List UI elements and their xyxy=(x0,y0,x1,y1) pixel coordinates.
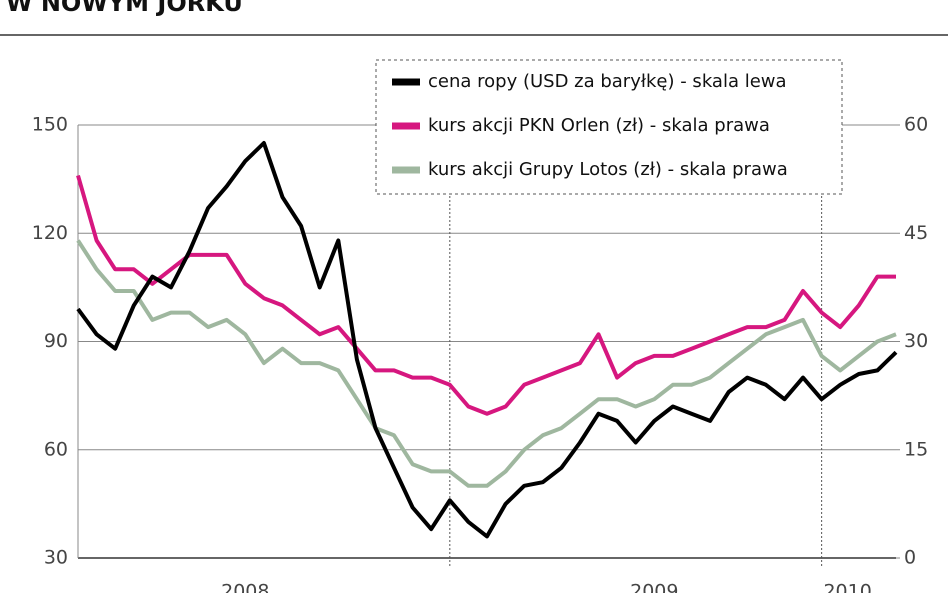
y-tick-label: 150 xyxy=(32,114,68,136)
y-tick-label: 120 xyxy=(32,222,68,244)
series-line xyxy=(76,174,896,416)
x-tick-label: 2009 xyxy=(630,581,678,593)
chart-title: W NOWYM JORKU xyxy=(6,0,243,17)
y2-tick-label: 60 xyxy=(904,114,928,136)
series-line xyxy=(76,239,897,488)
legend: cena ropy (USD za baryłkę) - skala lewa k… xyxy=(375,59,843,195)
y-tick-label: 90 xyxy=(44,330,68,352)
y2-tick-label: 30 xyxy=(904,330,928,352)
legend-label: kurs akcji PKN Orlen (zł) - skala prawa xyxy=(428,115,770,136)
y2-tick-label: 0 xyxy=(904,547,916,569)
y2-tick-label: 45 xyxy=(904,222,928,244)
legend-box xyxy=(375,59,843,195)
y-tick-label: 30 xyxy=(44,547,68,569)
x-tick-label: 2010 xyxy=(823,581,871,593)
x-tick-label: 2008 xyxy=(221,581,269,593)
legend-label: kurs akcji Grupy Lotos (zł) - skala praw… xyxy=(428,159,788,180)
legend-label: cena ropy (USD za baryłkę) - skala lewa xyxy=(428,71,787,92)
series-line xyxy=(76,141,898,539)
y2-tick-label: 15 xyxy=(904,438,928,460)
y-tick-label: 60 xyxy=(44,438,68,460)
